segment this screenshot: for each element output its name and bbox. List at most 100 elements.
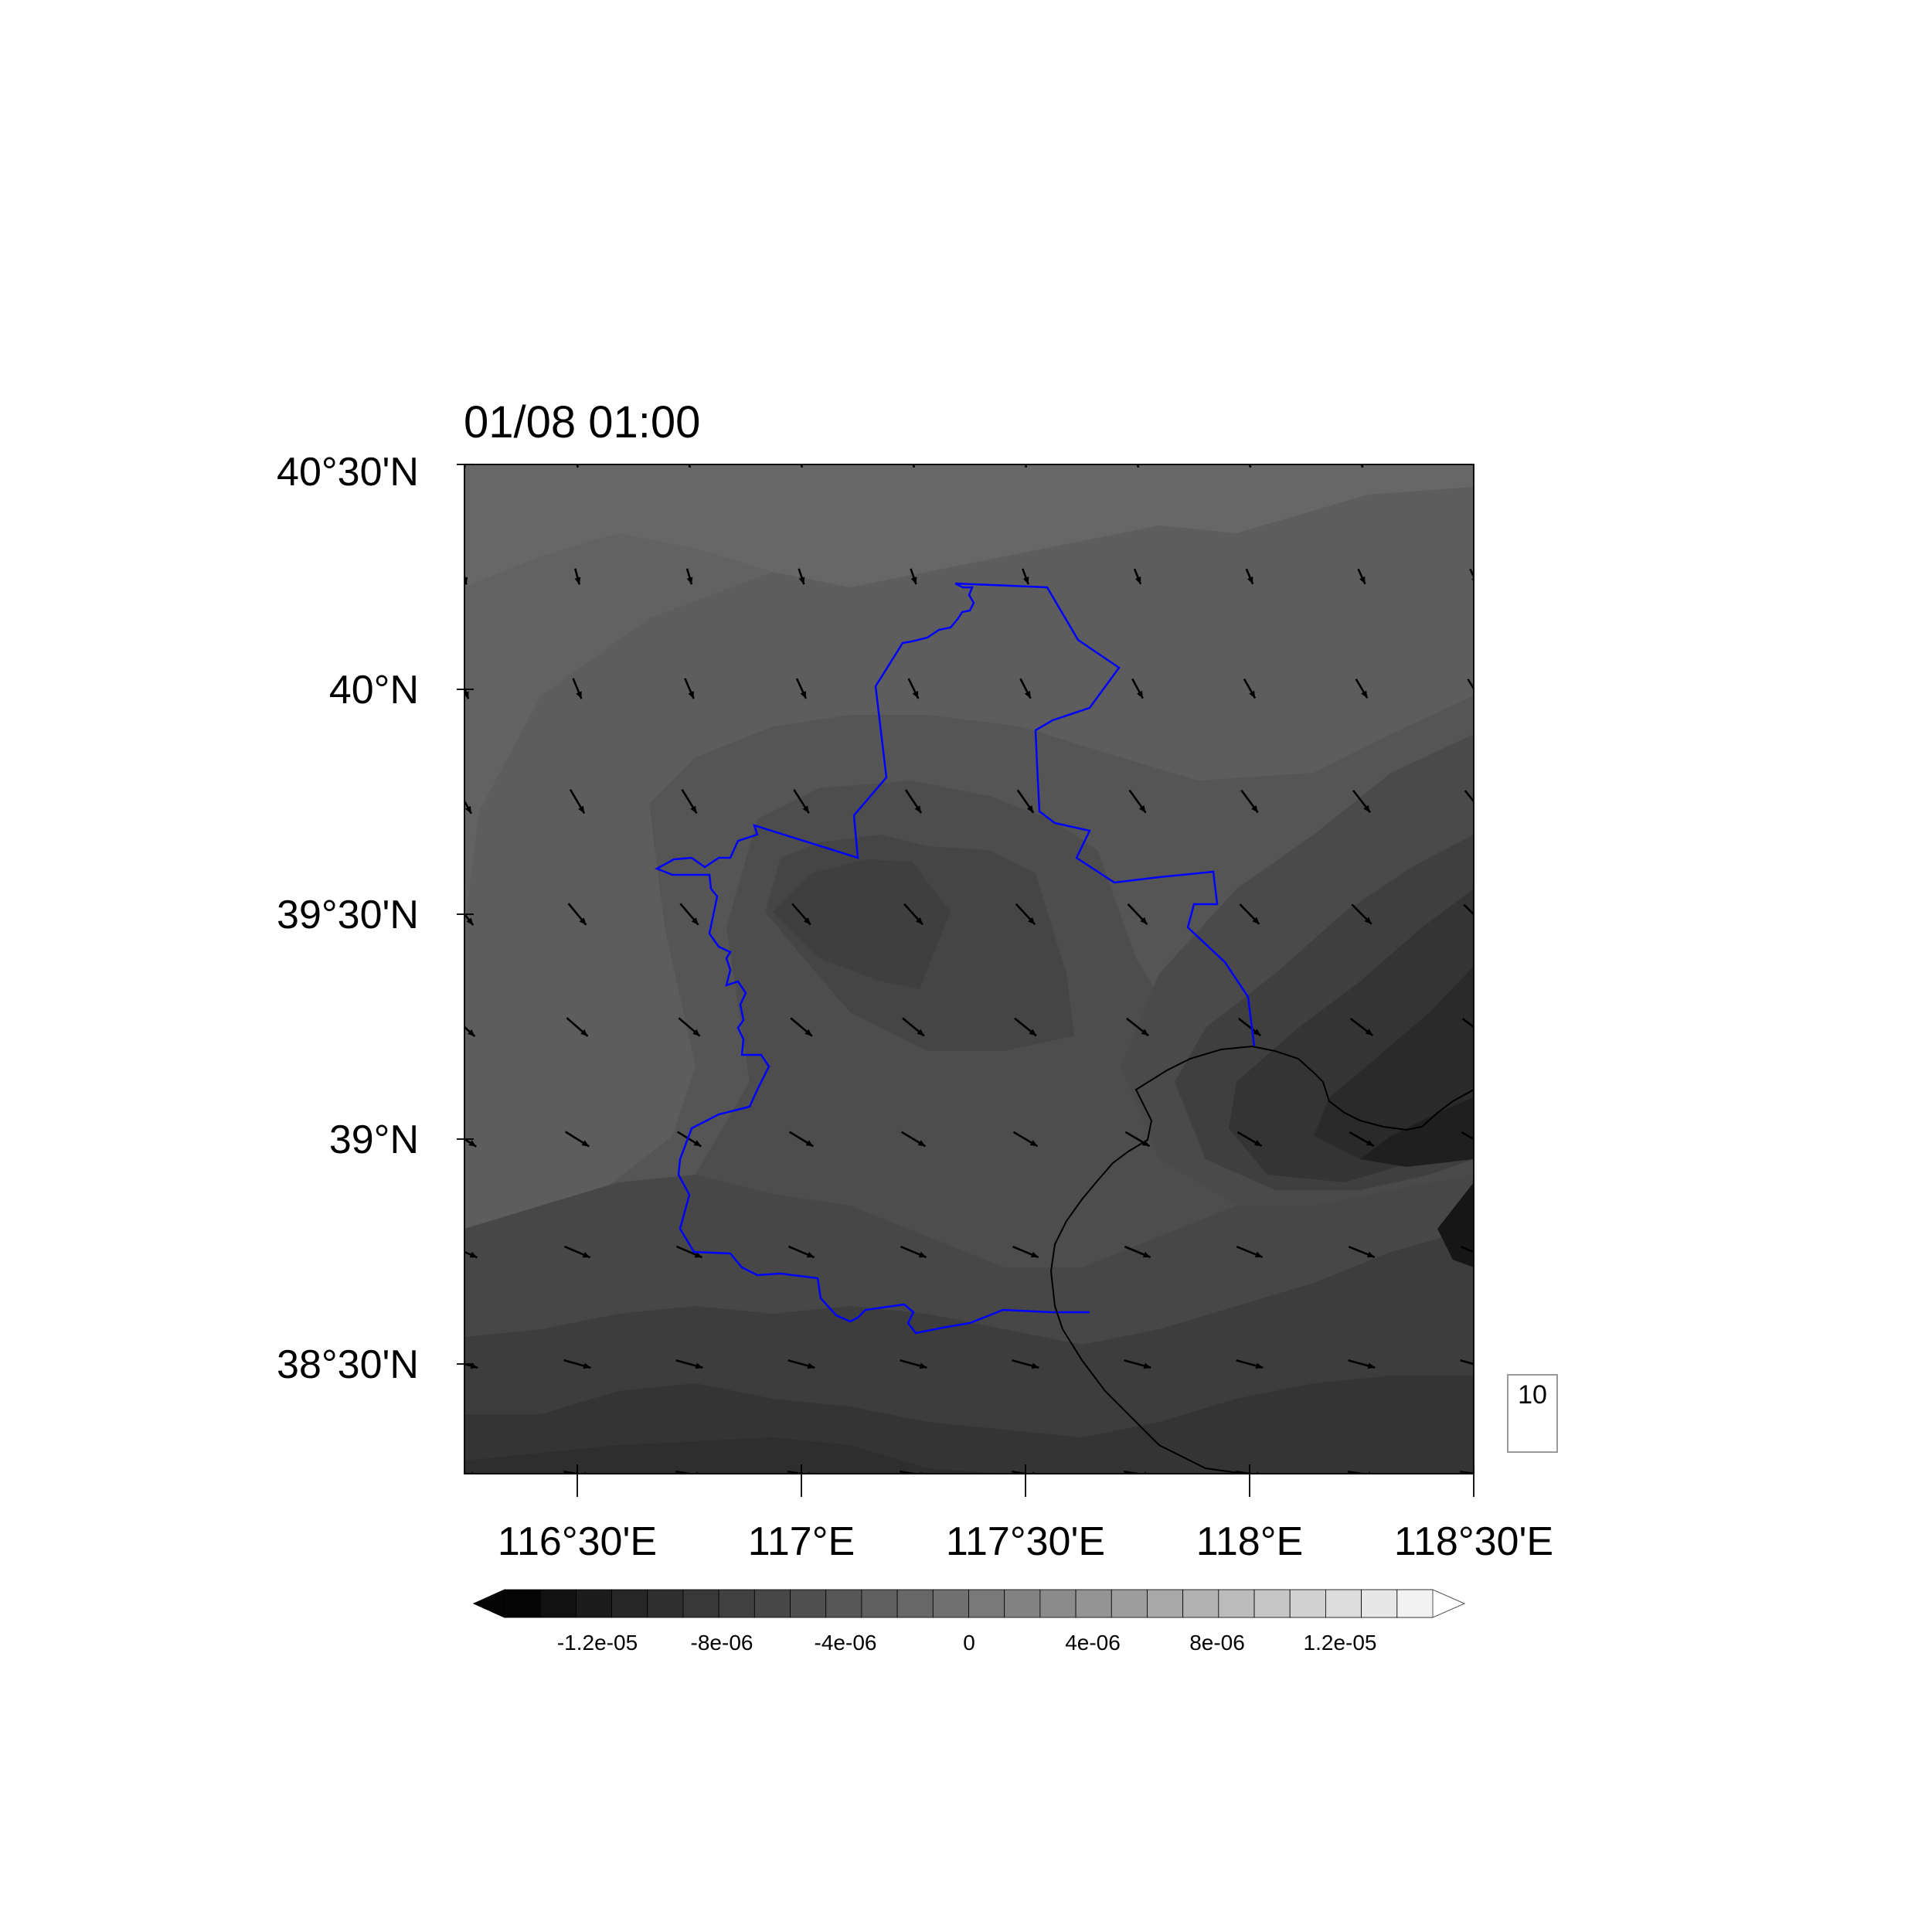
wind-vector: [1014, 1017, 1037, 1037]
wind-vector: [1016, 789, 1035, 814]
wind-vector: [464, 1026, 476, 1037]
boundaries: [655, 582, 1474, 1474]
wind-vector: [1240, 789, 1259, 814]
wind-vector: [1012, 1359, 1039, 1369]
y-tick-label: 40°30'N: [277, 450, 419, 495]
wind-vector: [1237, 1017, 1262, 1037]
wind-vector: [464, 1250, 478, 1259]
colorbar-swatch: [1289, 1589, 1326, 1618]
x-tick-label: 116°30'E: [497, 1519, 658, 1564]
x-tick-label: 117°E: [747, 1519, 855, 1564]
wind-vector: [1461, 1018, 1474, 1029]
wind-vector: [563, 1359, 591, 1369]
wind-vector: [569, 788, 586, 815]
wind-vector: [576, 464, 579, 468]
province-boundary: [655, 582, 1090, 1335]
colorbar-label: -1.2e-05: [556, 1631, 638, 1655]
wind-vector: [1239, 903, 1260, 925]
y-tick-label: 39°N: [328, 1117, 419, 1162]
colorbar-swatch: [1039, 1589, 1077, 1618]
colorbar-swatch: [825, 1589, 862, 1618]
x-tick-label: 118°E: [1196, 1519, 1304, 1564]
wind-vector: [676, 1131, 702, 1148]
wind-vector: [1463, 903, 1474, 916]
colorbar-swatch: [968, 1589, 1005, 1618]
wind-vectors: [464, 464, 1474, 1474]
wind-vector: [902, 1017, 925, 1037]
wind-vector: [464, 799, 472, 815]
wind-vector: [565, 1131, 590, 1148]
contour-band-right-6: [1437, 1182, 1474, 1267]
wind-vector: [1351, 903, 1372, 925]
reference-vector-label: 10: [1518, 1380, 1547, 1410]
wind-vector: [1460, 1246, 1474, 1253]
wind-vector: [464, 912, 474, 926]
wind-vector: [1128, 789, 1147, 814]
wind-vector: [1460, 1359, 1474, 1366]
wind-vector: [563, 1245, 591, 1259]
contour-band-light-top: [464, 464, 1474, 587]
colorbar-swatch: [575, 1589, 612, 1618]
wind-vector: [1349, 1131, 1375, 1148]
colorbar-swatch: [1396, 1589, 1434, 1618]
wind-vector: [1349, 1018, 1374, 1036]
wind-vector: [911, 464, 916, 468]
wind-vector: [900, 1359, 927, 1369]
wind-vector: [1357, 568, 1366, 585]
contour-band-right-5: [1360, 1097, 1474, 1167]
wind-vector: [793, 789, 810, 814]
wind-vector: [464, 572, 468, 585]
colorbar-label: 8e-06: [1189, 1631, 1245, 1655]
wind-vector: [1236, 1131, 1263, 1148]
colorbar-swatch: [790, 1589, 827, 1618]
colorbar-extend-high: [1432, 1589, 1466, 1618]
wind-vector: [907, 678, 920, 699]
wind-vector: [787, 1245, 815, 1259]
colorbar-label: 4e-06: [1065, 1631, 1121, 1655]
wind-vector: [1236, 1245, 1264, 1259]
contour-band-light-left: [464, 533, 773, 927]
wind-vector: [1464, 790, 1474, 804]
wind-vector: [681, 788, 698, 815]
wind-vector: [1023, 464, 1028, 468]
y-tick-label: 39°30'N: [277, 893, 419, 937]
colorbar-swatch: [1075, 1589, 1112, 1618]
colorbar-swatch: [1253, 1589, 1291, 1618]
wind-vector: [678, 1017, 701, 1037]
province-boundary-north: [954, 582, 1256, 1047]
wind-vector: [790, 1017, 813, 1037]
wind-vector: [1012, 1131, 1039, 1148]
wind-vector: [1124, 1131, 1151, 1148]
colorbar-swatch: [1218, 1589, 1255, 1618]
colorbar-extend-low: [472, 1589, 505, 1618]
colorbar-label: -8e-06: [690, 1631, 753, 1655]
wind-vector: [800, 464, 804, 468]
contour-low-center-core: [773, 859, 951, 989]
colorbar-swatch: [1004, 1589, 1041, 1618]
wind-vector: [1348, 1359, 1376, 1369]
wind-vector: [1012, 1245, 1039, 1259]
wind-vector: [787, 1359, 815, 1369]
wind-vector: [788, 1131, 815, 1148]
colorbar-label: -4e-06: [814, 1631, 877, 1655]
wind-vector: [910, 568, 917, 585]
wind-vector: [798, 568, 805, 585]
wind-vector: [1352, 789, 1372, 814]
reference-vector-box: 10: [1507, 1374, 1558, 1453]
contour-band-right-4: [1314, 966, 1474, 1159]
colorbar-swatch: [682, 1589, 719, 1618]
wind-vector: [684, 678, 695, 699]
wind-vector: [464, 685, 470, 699]
wind-vector: [1133, 568, 1142, 585]
x-tick-label: 118°30'E: [1393, 1519, 1554, 1564]
wind-vector: [1124, 1245, 1151, 1259]
wind-vector: [1019, 678, 1032, 699]
coastline: [1049, 1045, 1474, 1474]
wind-vector: [900, 1131, 927, 1148]
wind-vector: [795, 678, 808, 699]
colorbar-swatch: [1111, 1589, 1148, 1618]
wind-vector: [900, 1245, 927, 1259]
wind-vector: [1247, 464, 1252, 468]
wind-vector: [1359, 464, 1364, 468]
